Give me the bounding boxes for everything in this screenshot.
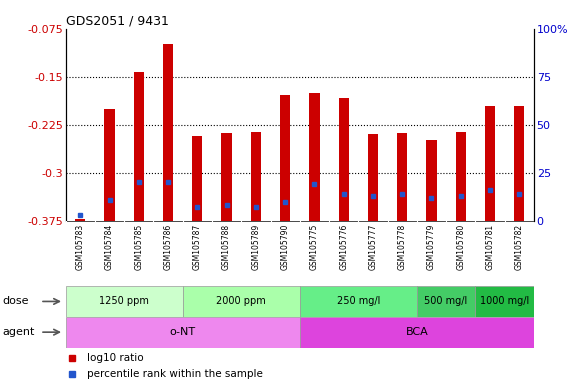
Bar [475, 286, 534, 317]
Text: GSM105775: GSM105775 [310, 224, 319, 270]
Text: 1000 mg/l: 1000 mg/l [480, 296, 529, 306]
Bar [427, 139, 437, 221]
Text: GSM105783: GSM105783 [76, 224, 85, 270]
Bar [134, 72, 144, 221]
Bar [251, 132, 261, 221]
Text: 500 mg/l: 500 mg/l [424, 296, 468, 306]
Text: 2000 ppm: 2000 ppm [216, 296, 266, 306]
Bar [300, 286, 417, 317]
Text: GSM105785: GSM105785 [134, 224, 143, 270]
Text: GSM105776: GSM105776 [339, 224, 348, 270]
Text: o-NT: o-NT [170, 327, 196, 337]
Bar [309, 93, 320, 221]
Bar [66, 286, 183, 317]
Bar [339, 98, 349, 221]
Text: log10 ratio: log10 ratio [87, 353, 144, 363]
Text: 250 mg/l: 250 mg/l [337, 296, 380, 306]
Bar [222, 133, 232, 221]
Text: GDS2051 / 9431: GDS2051 / 9431 [66, 15, 168, 28]
Text: GSM105784: GSM105784 [105, 224, 114, 270]
Text: GSM105778: GSM105778 [397, 224, 407, 270]
Bar [417, 286, 475, 317]
Text: GSM105789: GSM105789 [251, 224, 260, 270]
Bar [75, 219, 86, 221]
Text: GSM105788: GSM105788 [222, 224, 231, 270]
Bar [183, 286, 300, 317]
Text: GSM105782: GSM105782 [514, 224, 524, 270]
Text: GSM105779: GSM105779 [427, 224, 436, 270]
Bar [456, 132, 466, 221]
Text: 1250 ppm: 1250 ppm [99, 296, 149, 306]
Bar [300, 317, 534, 348]
Bar [397, 133, 407, 221]
Text: GSM105790: GSM105790 [280, 224, 289, 270]
Bar [280, 95, 290, 221]
Bar [368, 134, 378, 221]
Text: GSM105781: GSM105781 [485, 224, 494, 270]
Text: GSM105786: GSM105786 [163, 224, 172, 270]
Text: agent: agent [3, 327, 35, 337]
Text: GSM105787: GSM105787 [193, 224, 202, 270]
Bar [163, 43, 173, 221]
Text: BCA: BCA [405, 327, 428, 337]
Bar [66, 317, 300, 348]
Bar [485, 106, 495, 221]
Bar [514, 106, 524, 221]
Text: GSM105780: GSM105780 [456, 224, 465, 270]
Bar [104, 109, 115, 221]
Text: dose: dose [3, 296, 29, 306]
Text: percentile rank within the sample: percentile rank within the sample [87, 369, 263, 379]
Bar [192, 136, 203, 221]
Text: GSM105777: GSM105777 [368, 224, 377, 270]
